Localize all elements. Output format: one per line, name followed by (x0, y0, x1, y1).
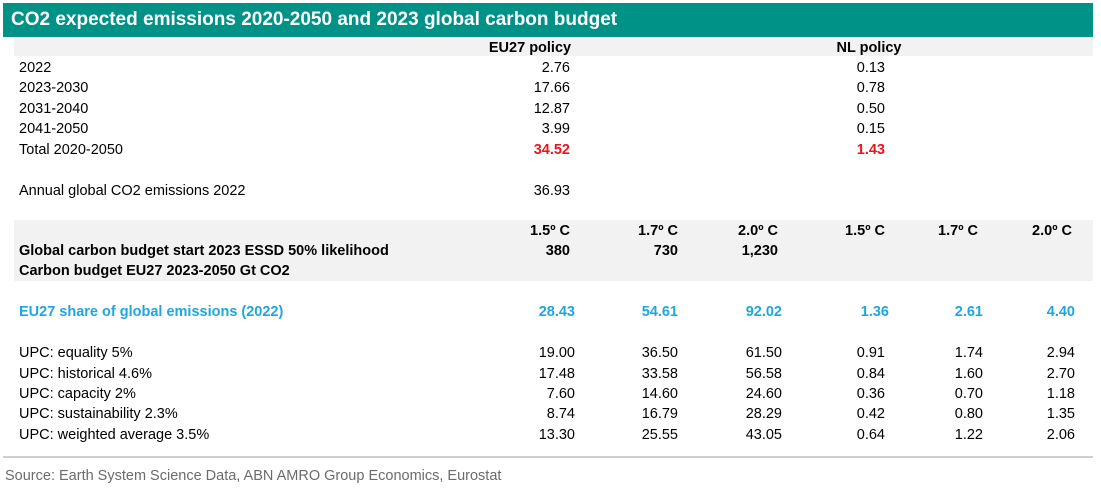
upc-value: 14.60 (641, 386, 678, 402)
upc-value: 56.58 (745, 366, 782, 382)
upc-value: 0.70 (954, 386, 983, 402)
share-value: 28.43 (538, 304, 575, 320)
upc-value: 1.18 (1046, 386, 1075, 402)
upc-value: 16.79 (641, 406, 678, 422)
upc-value: 17.48 (538, 366, 575, 382)
nl-value: 0.15 (856, 121, 885, 137)
upc-label: UPC: equality 5% (19, 345, 133, 361)
budget-subtitle: Carbon budget EU27 2023-2050 Gt CO2 (19, 263, 290, 279)
bottom-divider (3, 456, 1093, 458)
temp-header: 1.5º C (845, 223, 885, 239)
upc-label: UPC: sustainability 2.3% (19, 406, 178, 422)
eu-value: 17.66 (533, 80, 570, 96)
share-value: 92.02 (745, 304, 782, 320)
page-title: CO2 expected emissions 2020-2050 and 202… (11, 9, 618, 30)
upc-value: 0.42 (856, 406, 885, 422)
budget-value: 380 (545, 243, 570, 259)
annual-value: 36.93 (533, 183, 570, 199)
budget-label: Global carbon budget start 2023 ESSD 50%… (19, 243, 389, 259)
nl-policy-header: NL policy (836, 40, 902, 56)
upc-value: 2.94 (1046, 345, 1075, 361)
upc-value: 1.74 (954, 345, 983, 361)
upc-value: 2.70 (1046, 366, 1075, 382)
share-value: 54.61 (641, 304, 678, 320)
upc-value: 0.84 (856, 366, 885, 382)
row-label: 2031-2040 (19, 101, 89, 117)
title-bar: CO2 expected emissions 2020-2050 and 202… (3, 3, 1093, 37)
nl-value: 0.78 (856, 80, 885, 96)
eu-policy-header: EU27 policy (488, 40, 572, 56)
upc-value: 43.05 (745, 427, 782, 443)
upc-value: 1.22 (954, 427, 983, 443)
budget-band (14, 220, 1093, 281)
temp-header: 1.7º C (638, 223, 678, 239)
upc-value: 13.30 (538, 427, 575, 443)
upc-value: 36.50 (641, 345, 678, 361)
temp-header: 1.5º C (530, 223, 570, 239)
temp-header: 2.0º C (1032, 223, 1072, 239)
share-value: 4.40 (1046, 304, 1075, 320)
upc-value: 19.00 (538, 345, 575, 361)
nl-total-value: 1.43 (856, 142, 885, 158)
upc-value: 33.58 (641, 366, 678, 382)
upc-value: 0.36 (856, 386, 885, 402)
upc-value: 0.91 (856, 345, 885, 361)
header-band (14, 39, 1093, 56)
share-value: 2.61 (954, 304, 983, 320)
upc-value: 25.55 (641, 427, 678, 443)
upc-value: 8.74 (546, 406, 575, 422)
upc-value: 7.60 (546, 386, 575, 402)
row-label: 2023-2030 (19, 80, 89, 96)
eu-total-value: 34.52 (533, 142, 570, 158)
upc-value: 1.35 (1046, 406, 1075, 422)
total-label: Total 2020-2050 (19, 142, 123, 158)
annual-label: Annual global CO2 emissions 2022 (19, 183, 246, 199)
eu-value: 12.87 (533, 101, 570, 117)
upc-value: 28.29 (745, 406, 782, 422)
upc-value: 0.64 (856, 427, 885, 443)
upc-value: 24.60 (745, 386, 782, 402)
budget-value: 730 (653, 243, 678, 259)
share-value: 1.36 (860, 304, 889, 320)
upc-value: 0.80 (954, 406, 983, 422)
upc-label: UPC: historical 4.6% (19, 366, 152, 382)
budget-value: 1,230 (741, 243, 778, 259)
upc-value: 1.60 (954, 366, 983, 382)
upc-value: 2.06 (1046, 427, 1075, 443)
upc-label: UPC: weighted average 3.5% (19, 427, 210, 443)
nl-value: 0.50 (856, 101, 885, 117)
upc-value: 61.50 (745, 345, 782, 361)
row-label: 2041-2050 (19, 121, 89, 137)
temp-header: 1.7º C (938, 223, 978, 239)
eu-value: 2.76 (541, 60, 570, 76)
share-label: EU27 share of global emissions (2022) (19, 304, 284, 320)
upc-label: UPC: capacity 2% (19, 386, 136, 402)
eu-value: 3.99 (541, 121, 570, 137)
nl-value: 0.13 (856, 60, 885, 76)
row-label: 2022 (19, 60, 52, 76)
source-note: Source: Earth System Science Data, ABN A… (5, 468, 502, 484)
temp-header: 2.0º C (738, 223, 778, 239)
